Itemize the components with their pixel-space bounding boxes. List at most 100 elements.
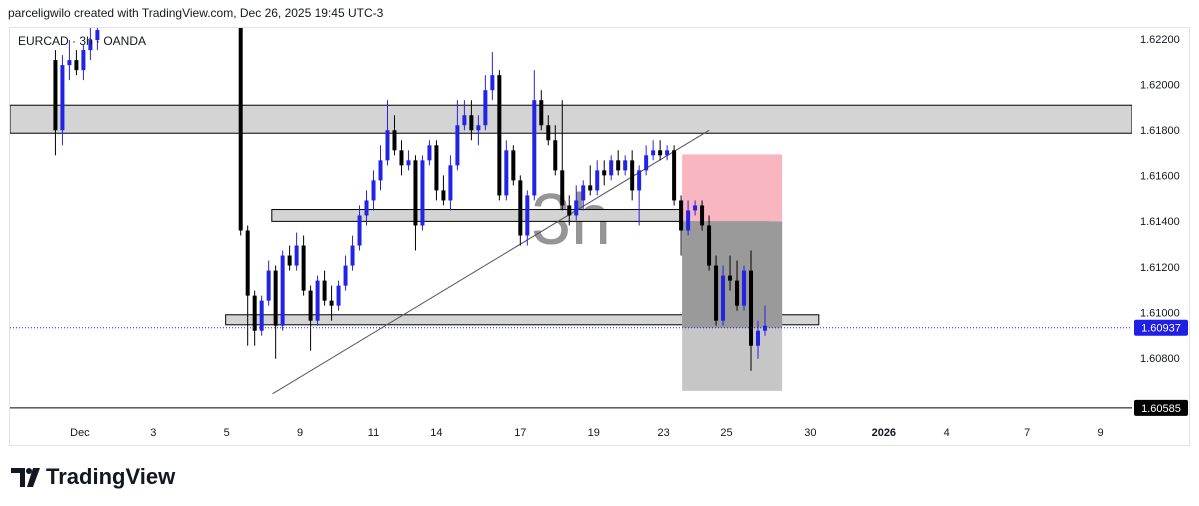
candle-body [343,265,348,286]
stop-zone [682,154,783,222]
candle-body [357,215,362,246]
candle-body [553,140,558,171]
symbol-title: EURCAD · 3h · OANDA [18,34,146,48]
zone [10,104,1132,134]
candle-body [315,280,320,321]
x-tick-label: 14 [430,427,442,439]
candle-body [518,180,523,236]
candle-body [406,160,411,166]
candle-body [95,30,100,41]
x-tick-label: Dec [70,427,90,439]
candle-body [448,165,453,201]
candle-body [693,205,698,211]
candle-body [539,100,544,126]
candle-body [707,225,712,266]
candle-body [756,330,760,346]
last-price-label-bg [1134,319,1188,336]
candle-body [581,185,586,201]
x-tick-label: 25 [720,427,732,439]
x-tick-label: 5 [224,427,230,439]
plot-area: 3h [10,28,1132,409]
candle-body [385,130,390,161]
candle-body [308,290,313,321]
candle-body [88,40,93,51]
candle-body [266,270,271,301]
candle-body [546,125,551,141]
logo-mark [11,468,25,487]
y-tick-label: 1.62200 [1140,34,1180,46]
chart-frame [9,27,1190,446]
candle-body [651,150,656,156]
candle-body [392,130,397,151]
level-label: 1.60585 [1141,403,1181,415]
candle-body [336,285,341,306]
candle-body [301,245,306,291]
candle-body [238,28,243,231]
x-tick-label: 17 [514,427,526,439]
candle-body [294,245,299,266]
candle-body [350,245,355,266]
candle-body [749,270,754,346]
candle-body [427,145,432,161]
open-zone [682,221,783,328]
candle-body [67,60,72,66]
candle-body [490,75,495,91]
candle-body [74,60,79,71]
candle-body [53,60,58,131]
candle-body [60,65,65,131]
candle-body [658,150,663,156]
x-tick-label: 9 [1097,427,1103,439]
candle-body [434,145,439,191]
candle-body [329,300,334,306]
candle-body [259,300,264,331]
candle-body [679,200,684,231]
candle-body [672,150,677,201]
candle-body [399,150,404,166]
y-tick-label: 1.61600 [1140,171,1180,183]
y-tick-label: 1.62000 [1140,80,1180,92]
trendline [272,129,710,395]
candle-body [623,160,628,171]
candle-body [637,170,642,191]
candle-body [378,160,383,181]
candle-body [413,160,418,226]
x-tick-label: 3 [150,427,156,439]
candle-body [728,275,733,281]
candle-body [273,270,278,326]
y-tick-label: 1.60800 [1140,353,1180,365]
candle-body [476,125,481,131]
candle-body [532,100,537,196]
candle-body [567,205,572,216]
logo-mark [27,468,40,487]
candle-body [252,295,257,331]
x-tick-label: 11 [368,427,379,439]
candle-body [714,265,719,321]
candle-body [595,170,600,191]
candle-body [602,170,607,176]
logo-mark [26,468,32,474]
candle-body [735,280,740,306]
candle-body [497,75,502,196]
last-price-label: 1.60937 [1141,323,1181,335]
candle-body [721,275,726,321]
candle-body [455,125,460,166]
x-tick-label: 7 [1024,427,1030,439]
x-tick-label: 2026 [872,427,896,439]
y-tick-label: 1.61000 [1140,307,1180,319]
candle-body [420,160,425,226]
y-tick-label: 1.61200 [1140,262,1180,274]
candle-body [609,160,614,176]
candle-body [665,150,670,156]
x-tick-label: 30 [804,427,816,439]
level-label-bg [1134,399,1188,416]
candle-body [469,115,474,131]
candle-body [762,325,767,331]
candle-body [280,255,285,326]
footer-logo [11,468,40,487]
candle-body [504,150,509,196]
candle-body [81,50,86,71]
y-tick-label: 1.61800 [1140,125,1180,137]
candle-body [560,170,565,206]
candle-body [700,205,705,226]
